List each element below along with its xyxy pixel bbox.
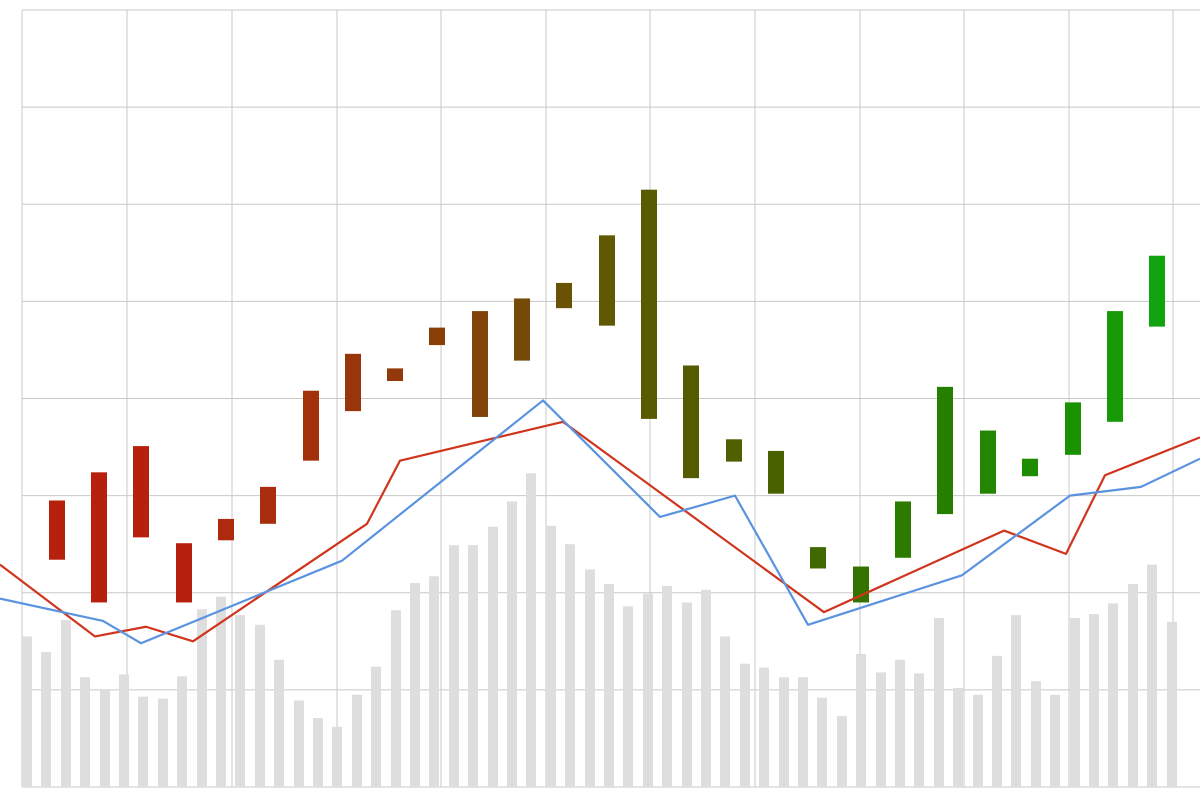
volume-bar [177, 676, 187, 787]
volume-bar [1128, 584, 1138, 787]
volume-bar [953, 687, 963, 787]
volume-bar [720, 636, 730, 787]
range-bar [980, 430, 996, 494]
volume-bar [468, 545, 478, 787]
range-bar [768, 450, 784, 494]
volume-bar [701, 589, 711, 787]
volume-bar [759, 667, 769, 787]
volume-bar [837, 716, 847, 787]
volume-bar [662, 585, 672, 787]
range-bar [49, 500, 65, 560]
volume-bar [914, 673, 924, 787]
volume-bar [1070, 618, 1080, 787]
volume-bar [274, 659, 284, 787]
volume-bar [856, 653, 866, 787]
range-bar [472, 311, 488, 417]
volume-bar [235, 615, 245, 787]
volume-bar [876, 672, 886, 787]
range-bar [514, 298, 530, 361]
range-bar [641, 189, 657, 419]
volume-bar [1011, 615, 1021, 787]
range-bar [1065, 402, 1081, 455]
volume-bar [1167, 621, 1177, 787]
volume-bar [429, 576, 439, 787]
range-bar [1107, 311, 1123, 422]
volume-bar [817, 697, 827, 787]
volume-bar [973, 694, 983, 787]
volume-bar [61, 619, 71, 787]
volume-bar [1050, 694, 1060, 787]
volume-bar [604, 584, 614, 787]
volume-bar [410, 583, 420, 787]
volume-bar [565, 544, 575, 787]
volume-bar [585, 569, 595, 787]
range-bar [726, 439, 742, 462]
range-bar [599, 235, 615, 326]
volume-bar [449, 545, 459, 787]
volume-bar [507, 501, 517, 787]
volume-bar [1108, 603, 1118, 787]
range-bar [1149, 255, 1165, 327]
volume-bar [41, 651, 51, 787]
volume-bar [119, 674, 129, 787]
volume-bar [313, 718, 323, 787]
volume-bar [22, 636, 32, 787]
volume-bar [992, 655, 1002, 787]
volume-bar [158, 698, 168, 787]
volume-bar [80, 677, 90, 787]
volume-bar [1089, 614, 1099, 787]
range-bar [429, 327, 445, 346]
volume-bar [546, 525, 556, 787]
volume-bar [643, 593, 653, 787]
line [0, 420, 1200, 643]
range-bar [937, 386, 953, 515]
volume-bar [895, 659, 905, 787]
volume-bar [294, 700, 304, 787]
range-bar [556, 282, 572, 309]
volume-bar [488, 526, 498, 787]
volume-bar [1031, 681, 1041, 787]
volume-bar [332, 726, 342, 787]
range-bar [91, 472, 107, 603]
volume-bar [526, 473, 536, 787]
volume-bar [798, 677, 808, 787]
volume-bar [934, 618, 944, 787]
range-bar [218, 518, 234, 541]
range-bar [260, 486, 276, 524]
volume-bar [623, 606, 633, 787]
volume-bar [138, 696, 148, 787]
range-bar [176, 543, 192, 603]
volume-bar [391, 610, 401, 787]
range-bar [387, 368, 403, 382]
volume-bar [255, 624, 265, 787]
range-bar [303, 390, 319, 461]
line [0, 399, 1200, 645]
range-bar [133, 446, 149, 538]
volume-bar [100, 689, 110, 787]
volume-bar [216, 596, 226, 787]
volume-bar [197, 609, 207, 787]
range-bar [895, 501, 911, 558]
volume-bar [740, 663, 750, 787]
volume-bar [371, 666, 381, 787]
volume-bar [779, 677, 789, 787]
volume-bar [352, 694, 362, 787]
range-bar [345, 353, 361, 412]
volume-bar [1147, 564, 1157, 787]
range-bar [810, 547, 826, 569]
range-bar [1022, 458, 1038, 477]
range-bar [683, 365, 699, 479]
volume-bar [682, 602, 692, 787]
